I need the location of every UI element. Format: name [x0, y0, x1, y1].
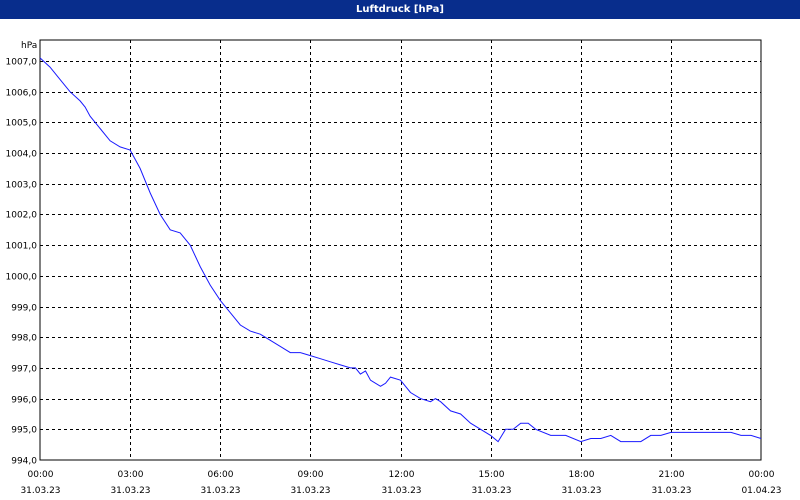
x-tick-time: 15:00 — [479, 470, 505, 480]
y-tick-label: 1006,0 — [6, 89, 38, 99]
x-tick-date: 01.04.23 — [741, 486, 781, 496]
x-tick-date: 31.03.23 — [200, 486, 240, 496]
y-tick-label: 994,0 — [11, 457, 37, 467]
x-tick-time: 00:00 — [28, 470, 54, 480]
plot-frame — [39, 39, 762, 461]
x-tick-date: 31.03.23 — [110, 486, 150, 496]
x-tick-time: 00:00 — [749, 470, 775, 480]
x-tick-time: 21:00 — [659, 470, 685, 480]
x-tick-date: 31.03.23 — [381, 486, 421, 496]
x-tick-time: 18:00 — [569, 470, 595, 480]
chart-title: Luftdruck [hPa] — [356, 4, 444, 15]
x-tick-date: 31.03.23 — [561, 486, 601, 496]
x-axis: 00:00 31.03.23 03:00 31.03.23 06:00 31.03.23 0… — [20, 470, 781, 496]
x-tick-time: 03:00 — [118, 470, 144, 480]
chart-title-bar: Luftdruck [hPa] — [0, 0, 800, 19]
y-axis: 994,0 995,0 996,0 997,0 998,0 999,0 1000,0 1001… — [6, 58, 38, 467]
y-tick-label: 1004,0 — [6, 150, 38, 160]
pressure-series-line — [39, 57, 762, 443]
x-tick-date: 31.03.23 — [651, 486, 691, 496]
y-tick-label: 1003,0 — [6, 181, 38, 191]
grid — [40, 40, 761, 460]
y-tick-label: 1007,0 — [6, 58, 38, 68]
y-tick-label: 1002,0 — [6, 211, 38, 221]
y-tick-label: 996,0 — [11, 396, 37, 406]
y-tick-label: 1001,0 — [6, 242, 38, 252]
y-tick-label: 997,0 — [11, 365, 37, 375]
x-tick-date: 31.03.23 — [290, 486, 330, 496]
x-tick-time: 06:00 — [208, 470, 234, 480]
y-tick-label: 998,0 — [11, 334, 37, 344]
y-tick-label: 1000,0 — [6, 273, 38, 283]
x-tick-time: 12:00 — [389, 470, 415, 480]
y-tick-label: 999,0 — [11, 304, 37, 314]
y-axis-unit-label: hPa — [21, 41, 37, 51]
x-tick-date: 31.03.23 — [20, 486, 60, 496]
x-tick-date: 31.03.23 — [471, 486, 511, 496]
x-tick-time: 09:00 — [298, 470, 324, 480]
y-tick-label: 1005,0 — [6, 119, 38, 129]
y-tick-label: 995,0 — [11, 426, 37, 436]
